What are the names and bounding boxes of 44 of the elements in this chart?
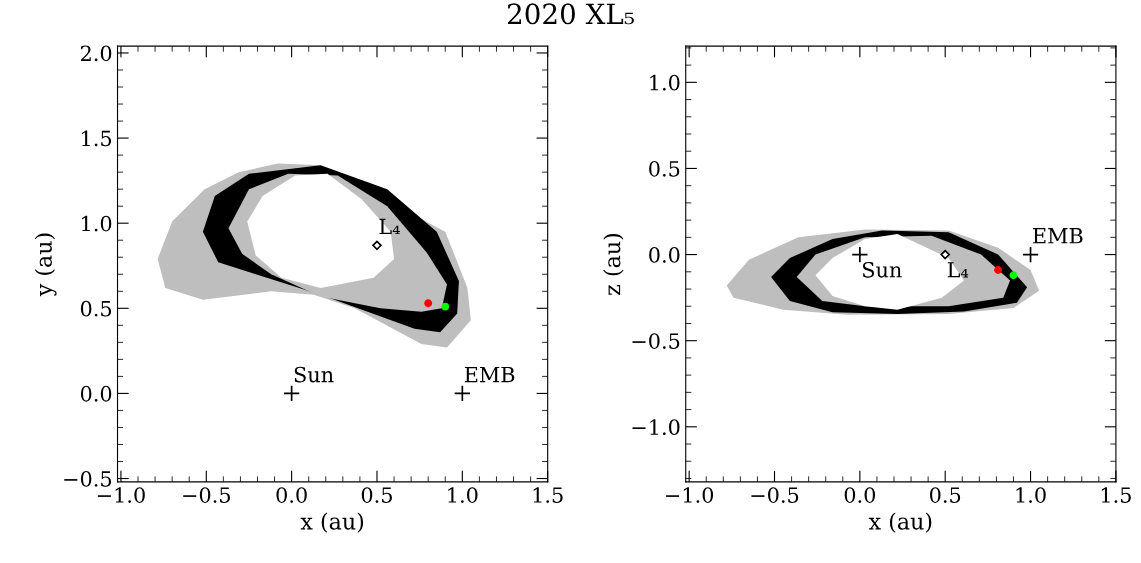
y-tick-label: 0.0 xyxy=(80,385,112,402)
point xyxy=(441,302,450,311)
y-tick-label: −0.5 xyxy=(632,333,680,349)
x-tick-label: 0.5 xyxy=(361,487,392,503)
x-tick-label: 0.0 xyxy=(844,487,876,503)
point xyxy=(1009,271,1018,280)
annotation: EMB xyxy=(464,366,515,383)
y-tick-label: 0.5 xyxy=(649,160,680,177)
x-tick-label: −0.5 xyxy=(183,487,230,503)
annotation: L₄ xyxy=(947,262,969,278)
point xyxy=(283,384,301,402)
x-tick-label: 0.0 xyxy=(276,487,307,503)
y-tick-label: 1.0 xyxy=(650,74,680,91)
y-tick-label: −1.0 xyxy=(632,419,680,436)
point xyxy=(851,246,869,264)
x-tick-label: −1.0 xyxy=(666,487,714,503)
x-tick-label: 1.0 xyxy=(448,487,478,503)
y-tick-label: 0.5 xyxy=(80,300,112,317)
y-tick-label: 1.0 xyxy=(82,215,112,232)
chart-title: 2020 XL₅ xyxy=(507,3,634,25)
point xyxy=(372,240,382,251)
y-axis-title: y (au) xyxy=(34,233,57,297)
y-tick-label: 2.0 xyxy=(80,45,112,62)
annotation: EMB xyxy=(1033,228,1083,244)
annotation: L₄ xyxy=(379,218,400,235)
x-axis-title: x (au) xyxy=(300,512,364,533)
x-tick-label: 1.5 xyxy=(533,487,563,503)
x-axis-title: x (au) xyxy=(868,512,932,533)
point xyxy=(994,266,1003,275)
annotation: Sun xyxy=(294,366,334,383)
y-tick-label: 0.0 xyxy=(649,247,680,263)
x-tick-label: 0.5 xyxy=(930,487,961,503)
annotation: Sun xyxy=(862,261,902,278)
point xyxy=(424,299,433,308)
point xyxy=(940,249,950,260)
y-tick-label: 1.5 xyxy=(82,130,112,147)
y-tick-label: −0.5 xyxy=(64,470,112,487)
point xyxy=(1022,246,1040,264)
x-tick-label: 1.5 xyxy=(1101,487,1131,503)
point xyxy=(453,384,471,402)
x-tick-label: 1.0 xyxy=(1016,487,1046,503)
x-tick-label: −0.5 xyxy=(751,487,799,503)
y-axis-title: z (au) xyxy=(603,233,624,295)
x-tick-label: −1.0 xyxy=(97,487,145,503)
